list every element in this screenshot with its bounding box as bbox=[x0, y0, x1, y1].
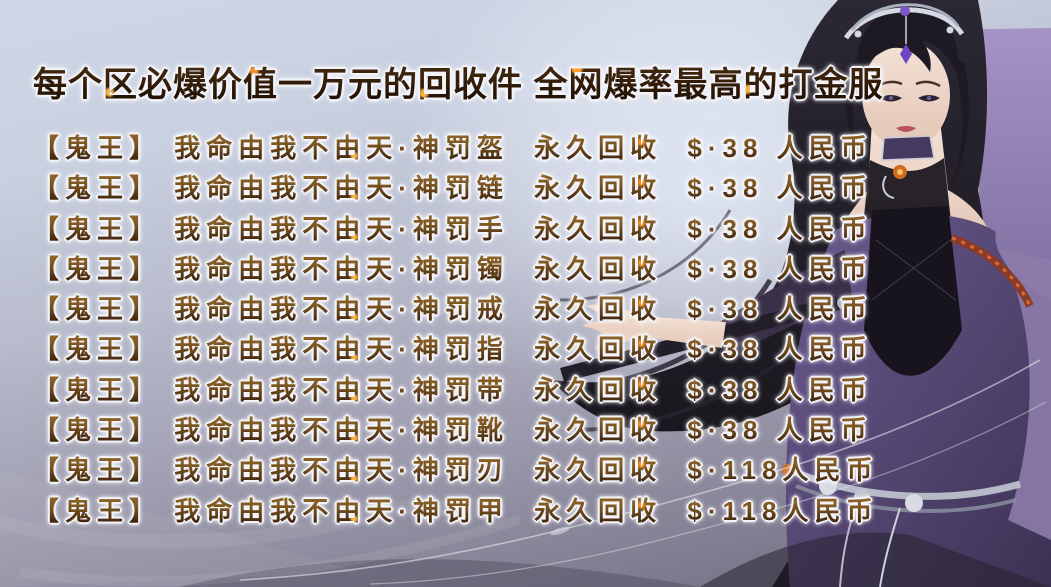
price-label: $·38 人民币 bbox=[687, 173, 873, 204]
headdress bbox=[850, 3, 960, 31]
item-row: 【鬼王】 我命由我不由天·神罚镯 永久回收 $·38 人民币 bbox=[33, 248, 879, 290]
item-row: 【鬼王】 我命由我不由天·神罚带 永久回收 $·38 人民币 bbox=[33, 369, 879, 411]
price-label: $·38 人民币 bbox=[687, 334, 873, 365]
price-label: $·38 人民币 bbox=[687, 253, 873, 284]
recycle-label: 永久回收 bbox=[534, 294, 663, 325]
price-label: $·38 人民币 bbox=[687, 415, 873, 446]
collar bbox=[881, 135, 935, 161]
guild-tag: 【鬼王】 bbox=[33, 495, 162, 526]
price-label: $·118人民币 bbox=[687, 455, 879, 486]
pendant-gem bbox=[900, 44, 912, 64]
price-label: $·118人民币 bbox=[687, 495, 879, 526]
recycle-label: 永久回收 bbox=[534, 374, 663, 405]
item-row: 【鬼王】 我命由我不由天·神罚指 永久回收 $·38 人民币 bbox=[33, 329, 879, 370]
item-row: 【鬼王】 我命由我不由天·神罚链 永久回收 $·38 人民币 bbox=[33, 168, 879, 209]
brooch-swirl bbox=[882, 175, 895, 199]
item-name: 我命由我不由天·神罚刃 bbox=[174, 455, 509, 486]
recycle-label: 永久回收 bbox=[534, 495, 663, 526]
belt-disc bbox=[905, 494, 923, 512]
lips bbox=[896, 126, 916, 132]
banner-title: 每个区必爆价值一万元的回收件 全网爆率最高的打金服 bbox=[33, 57, 884, 106]
guild-tag: 【鬼王】 bbox=[33, 415, 162, 446]
guild-tag: 【鬼王】 bbox=[33, 253, 162, 284]
item-name: 我命由我不由天·神罚带 bbox=[174, 374, 509, 405]
item-name: 我命由我不由天·神罚指 bbox=[174, 334, 509, 365]
headdress-bead bbox=[854, 30, 862, 38]
belt-cord bbox=[879, 507, 901, 587]
item-row: 【鬼王】 我命由我不由天·神罚甲 永久回收 $·118人民币 bbox=[33, 490, 879, 531]
price-label: $·38 人民币 bbox=[687, 133, 873, 163]
item-row: 【鬼王】 我命由我不由天·神罚刃 永久回收 $·118人民币 bbox=[33, 450, 879, 491]
recycle-label: 永久回收 bbox=[534, 173, 663, 204]
lace-mesh bbox=[871, 235, 957, 301]
guild-tag: 【鬼王】 bbox=[33, 173, 162, 204]
brooch-highlight bbox=[897, 169, 903, 175]
item-name: 我命由我不由天·神罚靴 bbox=[174, 415, 509, 446]
guild-tag: 【鬼王】 bbox=[33, 455, 162, 486]
price-label: $·38 人民币 bbox=[687, 374, 873, 405]
skirt-shadow bbox=[700, 532, 1051, 587]
drape-shadow bbox=[180, 559, 700, 587]
guild-tag: 【鬼王】 bbox=[33, 374, 162, 405]
strap-pattern bbox=[951, 236, 1032, 307]
recycle-label: 永久回收 bbox=[534, 455, 663, 486]
iris bbox=[926, 95, 932, 101]
recycle-label: 永久回收 bbox=[534, 133, 663, 163]
smoke bbox=[19, 515, 522, 587]
eyebrow bbox=[915, 80, 941, 88]
headdress-gem bbox=[900, 6, 910, 16]
item-name: 我命由我不由天·神罚镯 bbox=[174, 253, 509, 284]
silver-cord bbox=[369, 401, 1047, 585]
item-row: 【鬼王】 我命由我不由天·神罚靴 永久回收 $·38 人民币 bbox=[33, 410, 879, 451]
recycle-label: 永久回收 bbox=[534, 253, 663, 284]
guild-tag: 【鬼王】 bbox=[33, 294, 162, 325]
item-list: 【鬼王】 我命由我不由天·神罚盔 永久回收 $·38 人民币 【鬼王】 我命由我… bbox=[33, 128, 879, 531]
item-name: 我命由我不由天·神罚盔 bbox=[174, 133, 509, 163]
hair-bangs bbox=[857, 6, 959, 78]
iris bbox=[888, 95, 894, 101]
headdress-bead bbox=[946, 26, 954, 34]
item-row: 【鬼王】 我命由我不由天·神罚戒 永久回收 $·38 人民币 bbox=[33, 289, 879, 330]
item-name: 我命由我不由天·神罚链 bbox=[174, 173, 509, 204]
price-label: $·38 人民币 bbox=[687, 213, 873, 244]
guild-tag: 【鬼王】 bbox=[33, 213, 162, 244]
lace-panel bbox=[864, 206, 962, 376]
recycle-label: 永久回收 bbox=[534, 334, 663, 365]
hair-lock bbox=[950, 58, 969, 188]
price-label: $·38 人民币 bbox=[687, 294, 873, 325]
recycle-label: 永久回收 bbox=[534, 415, 663, 446]
item-name: 我命由我不由天·神罚手 bbox=[174, 213, 509, 244]
recycle-label: 永久回收 bbox=[534, 213, 663, 244]
sleeve bbox=[1000, 250, 1051, 540]
item-name: 我命由我不由天·神罚戒 bbox=[174, 294, 509, 325]
guild-tag: 【鬼王】 bbox=[33, 133, 162, 163]
item-name: 我命由我不由天·神罚甲 bbox=[174, 495, 509, 526]
guild-tag: 【鬼王】 bbox=[33, 334, 162, 365]
item-row: 【鬼王】 我命由我不由天·神罚盔 永久回收 $·38 人民币 bbox=[33, 128, 879, 169]
item-row: 【鬼王】 我命由我不由天·神罚手 永久回收 $·38 人民币 bbox=[33, 208, 879, 249]
